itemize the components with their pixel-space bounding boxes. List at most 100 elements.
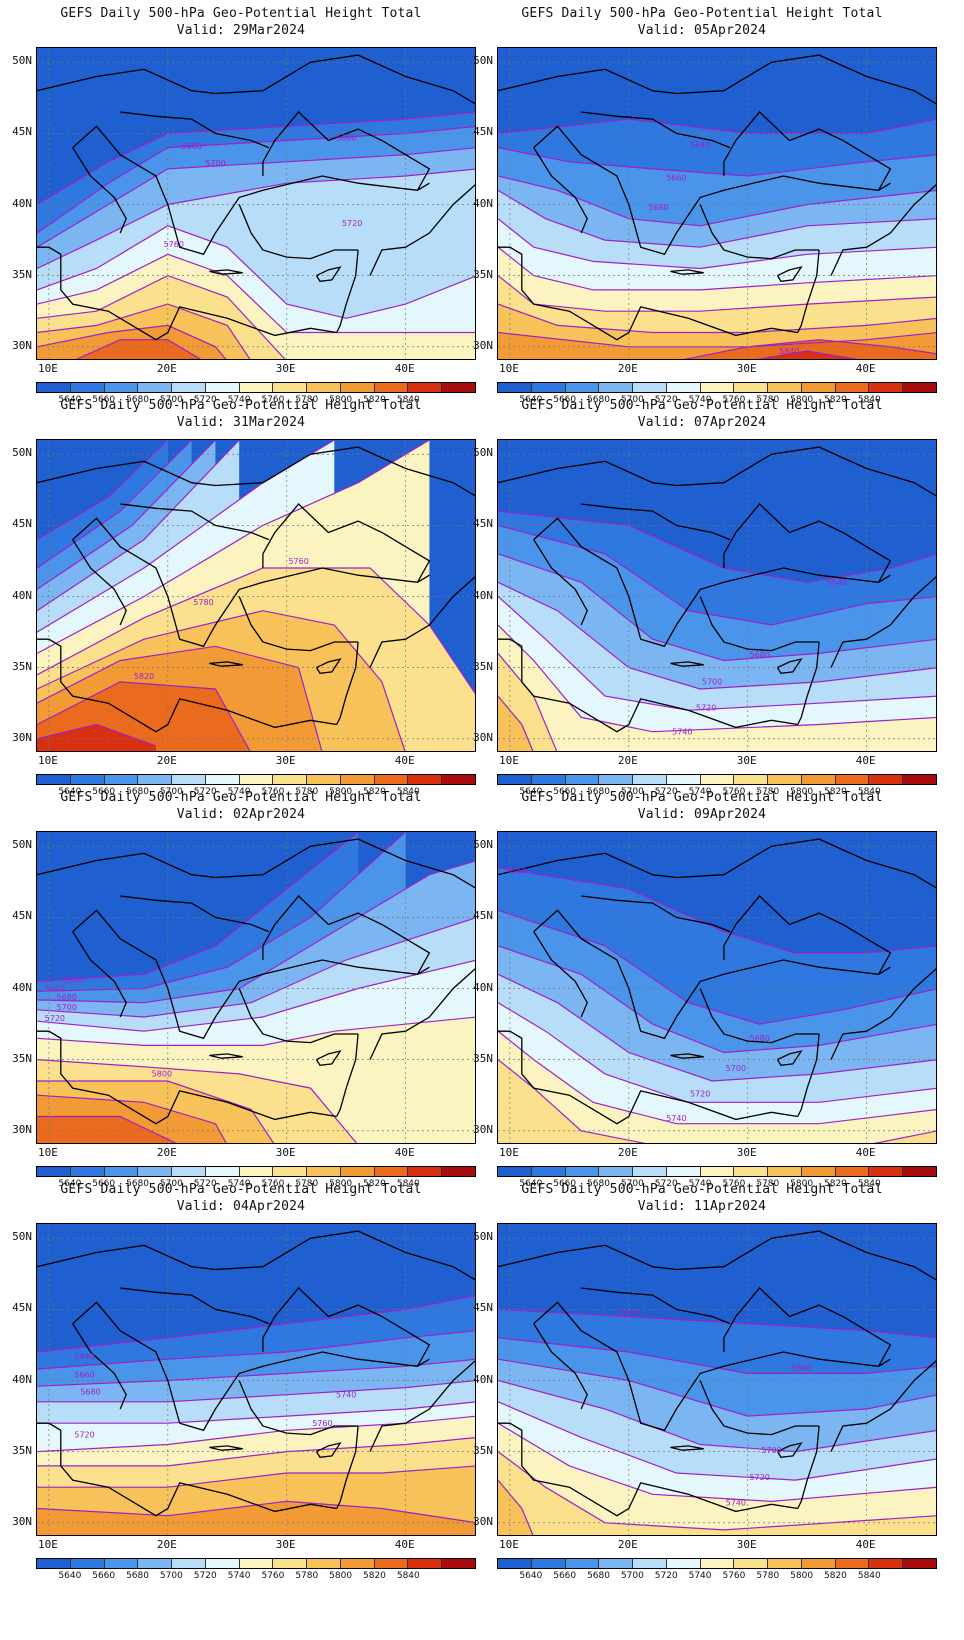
colorbar-label: 5780 bbox=[756, 787, 780, 797]
coastline bbox=[336, 641, 359, 725]
coastline bbox=[533, 1323, 588, 1410]
colorbar-swatch bbox=[239, 1559, 274, 1568]
contour-label: 5640 bbox=[690, 141, 710, 150]
contour-5740 bbox=[498, 246, 936, 291]
colorbar-swatch bbox=[801, 1559, 836, 1568]
lat-label: 40N bbox=[473, 1372, 493, 1386]
contour-label: 5680 bbox=[181, 142, 201, 151]
colorbar-swatch bbox=[835, 1559, 870, 1568]
coastline bbox=[72, 931, 127, 1018]
colorbar-swatch bbox=[835, 1167, 870, 1176]
colorbar-swatch bbox=[599, 383, 634, 392]
colorbar-label: 5820 bbox=[824, 1179, 847, 1189]
coastline bbox=[238, 204, 359, 260]
lon-label: 10E bbox=[37, 362, 58, 375]
colorbar-swatch bbox=[104, 775, 139, 784]
coastline bbox=[498, 246, 798, 341]
colorbar-label: 5740 bbox=[688, 787, 712, 797]
colorbar-label: 5820 bbox=[363, 395, 386, 405]
band-above-5740 bbox=[498, 1423, 936, 1535]
colorbar-label: 5740 bbox=[688, 1179, 712, 1189]
colorbar-label: 5680 bbox=[587, 787, 610, 797]
lat-label: 40N bbox=[473, 980, 493, 994]
coastline bbox=[776, 1050, 803, 1066]
colorbar-swatch bbox=[205, 1559, 240, 1568]
colorbar-label: 5800 bbox=[329, 395, 353, 405]
contour-5840 bbox=[755, 350, 859, 359]
colorbar-label: 5700 bbox=[159, 395, 183, 405]
lon-label: 30E bbox=[275, 754, 296, 767]
lon-label: 30E bbox=[736, 362, 757, 375]
contour-label: 5740 bbox=[726, 1499, 746, 1508]
panel-valid-date: Valid: 31Mar2024 bbox=[176, 415, 306, 430]
colorbar-swatch bbox=[104, 1559, 139, 1568]
lon-label: 40E bbox=[394, 754, 415, 767]
colorbar-swatch bbox=[442, 1559, 475, 1568]
colorbar-label: 5640 bbox=[58, 1571, 82, 1581]
coastline bbox=[315, 658, 342, 674]
colorbar-swatch bbox=[700, 775, 735, 784]
coastline bbox=[498, 638, 798, 733]
colorbar-label: 5720 bbox=[193, 1571, 217, 1581]
colorbar-swatch bbox=[138, 383, 173, 392]
lat-label: 45N bbox=[12, 909, 32, 923]
contour-5640 bbox=[37, 111, 475, 206]
colorbar-swatch bbox=[869, 1167, 904, 1176]
lon-label: 40E bbox=[394, 362, 415, 375]
lon-label: 20E bbox=[617, 1146, 638, 1159]
colorbar-swatch bbox=[498, 1559, 532, 1568]
contour-5720 bbox=[498, 1002, 936, 1103]
coastline bbox=[72, 125, 430, 256]
lat-label: 50N bbox=[473, 838, 493, 852]
colorbar-label: 5660 bbox=[92, 1571, 116, 1581]
contour-5740 bbox=[37, 1016, 475, 1046]
colorbar-swatch bbox=[239, 383, 274, 392]
colorbar-swatch bbox=[239, 1167, 274, 1176]
contour-5640 bbox=[498, 510, 936, 583]
colorbar-label: 5800 bbox=[329, 1571, 353, 1581]
coastline bbox=[120, 1287, 270, 1325]
colorbar-label: 5780 bbox=[295, 395, 319, 405]
contour-label: 5700 bbox=[702, 678, 722, 687]
contour-5800 bbox=[37, 645, 323, 751]
contour-plot: 5760 5780 5820 bbox=[37, 440, 475, 751]
lon-label: 10E bbox=[498, 754, 519, 767]
colorbar-label: 5700 bbox=[159, 1179, 183, 1189]
contour-5660 bbox=[498, 1337, 936, 1374]
colorbar-label: 5680 bbox=[126, 787, 149, 797]
colorbar-swatch bbox=[565, 1167, 600, 1176]
contour-5700 bbox=[498, 581, 936, 690]
contour-5740 bbox=[37, 253, 475, 334]
contour-5700 bbox=[37, 917, 475, 1018]
contour-label: 5680 bbox=[749, 651, 769, 660]
colorbar-swatch bbox=[869, 383, 904, 392]
colorbar-label: 5820 bbox=[363, 787, 386, 797]
forecast-panel: GEFS Daily 500-hPa Geo-Potential Height … bbox=[461, 784, 943, 1194]
lat-label: 35N bbox=[12, 1051, 32, 1065]
panel-valid-date: Valid: 02Apr2024 bbox=[176, 807, 306, 822]
contour-5680 bbox=[37, 147, 475, 248]
lat-label: 40N bbox=[12, 196, 32, 210]
contour-label: 5660 bbox=[791, 1364, 811, 1373]
colorbar-label: 5680 bbox=[126, 395, 149, 405]
colorbar-label: 5800 bbox=[329, 787, 353, 797]
coastline bbox=[699, 204, 820, 260]
colorbar-swatch bbox=[768, 1167, 802, 1176]
lat-label: 45N bbox=[12, 517, 32, 531]
contour-5660 bbox=[37, 125, 475, 234]
contour-5820 bbox=[683, 339, 936, 359]
colorbar-label: 5800 bbox=[790, 1179, 814, 1189]
contour-label: 5640 bbox=[619, 1308, 639, 1317]
colorbar-label: 5820 bbox=[363, 1571, 386, 1581]
coastline bbox=[498, 54, 936, 105]
coastline bbox=[533, 147, 588, 234]
contour-5720 bbox=[498, 596, 936, 711]
coastline bbox=[797, 1425, 820, 1509]
colorbar-swatch bbox=[172, 775, 206, 784]
colorbar-swatch bbox=[599, 775, 634, 784]
panel-title: GEFS Daily 500-hPa Geo-Potential Height … bbox=[60, 398, 422, 413]
contour-label: 5720 bbox=[45, 1014, 65, 1023]
colorbar-swatch bbox=[205, 1167, 240, 1176]
colorbar-label: 5780 bbox=[295, 1571, 319, 1581]
colorbar bbox=[497, 1558, 937, 1569]
